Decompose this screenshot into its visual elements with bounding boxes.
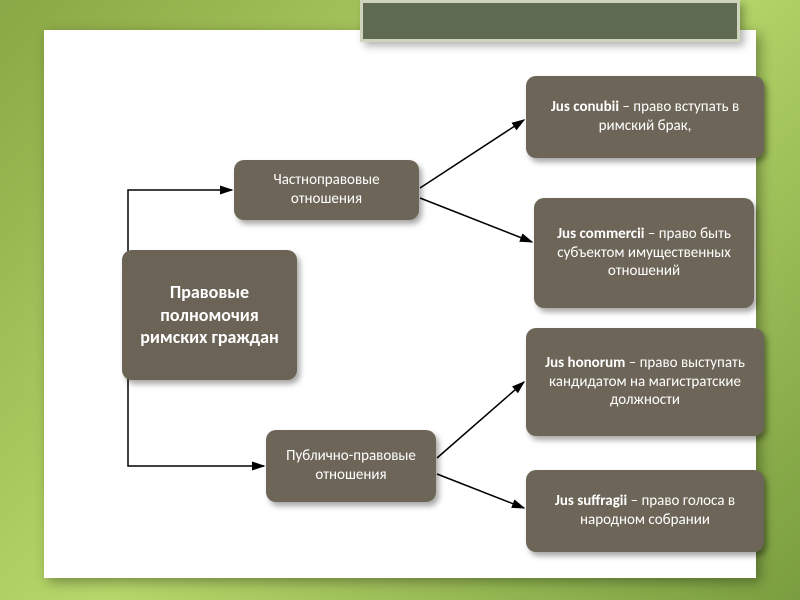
- node-honorum-bold: Jus honorum: [545, 354, 625, 372]
- node-private-label: Частноправовые отношения: [246, 171, 407, 209]
- node-conubii-label: Jus conubii – право вступать в римский б…: [538, 98, 752, 136]
- node-private: Частноправовые отношения: [234, 160, 419, 220]
- node-public-label: Публично-правовые отношения: [278, 447, 424, 485]
- node-suffragii: Jus suffragii – право голоса в народном …: [526, 470, 764, 552]
- node-root-label: Правовые полномочия римских граждан: [138, 281, 281, 349]
- node-conubii: Jus conubii – право вступать в римский б…: [526, 76, 764, 158]
- node-commercii-label: Jus commercii – право быть субъектом иму…: [546, 225, 742, 281]
- node-suffragii-label: Jus suffragii – право голоса в народном …: [538, 492, 752, 530]
- slide-root: Правовые полномочия римских граждан Част…: [0, 0, 800, 600]
- node-conubii-bold: Jus conubii: [551, 98, 619, 116]
- top-accent-bar: [360, 0, 740, 42]
- node-suffragii-bold: Jus suffragii: [555, 492, 627, 510]
- node-conubii-rest: – право вступать в римский брак,: [599, 98, 740, 135]
- node-commercii: Jus commercii – право быть субъектом иму…: [534, 198, 754, 308]
- node-honorum: Jus honorum – право выступать кандидатом…: [526, 328, 764, 436]
- node-public: Публично-правовые отношения: [266, 430, 436, 502]
- node-honorum-label: Jus honorum – право выступать кандидатом…: [538, 354, 752, 410]
- node-commercii-bold: Jus commercii: [557, 225, 644, 243]
- node-root: Правовые полномочия римских граждан: [122, 250, 297, 380]
- content-panel: Правовые полномочия римских граждан Част…: [44, 30, 756, 578]
